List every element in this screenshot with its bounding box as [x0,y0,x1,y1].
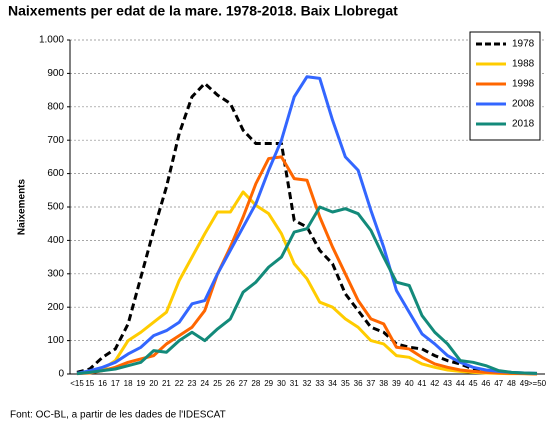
line [76,155,538,376]
legend-label: 1998 [512,79,535,90]
x-tick-label: 32 [303,379,312,388]
y-tick-label: 500 [47,202,64,213]
x-tick-label: 26 [226,379,235,388]
x-tick-label: 18 [124,379,133,388]
x-tick-label: 48 [507,379,516,388]
legend-label: 2018 [512,119,535,130]
x-tick-label: 31 [290,379,299,388]
chart-title: Naixements per edat de la mare. 1978-201… [8,3,398,19]
x-tick-label: 41 [418,379,427,388]
y-tick-label: 400 [47,235,64,246]
x-tick-label: 22 [175,379,184,388]
x-tick-label: 21 [162,379,171,388]
y-tick-label: 800 [47,101,64,112]
line [76,205,538,376]
x-tick-label: 40 [405,379,414,388]
x-tick-label: 43 [443,379,452,388]
y-tick-label: 1.000 [39,35,64,46]
x-tick-label: 23 [188,379,197,388]
x-tick-label: 33 [315,379,324,388]
y-tick-label: 200 [47,302,64,313]
x-tick-label: 29 [264,379,273,388]
x-tick-label: >=50 [528,379,547,388]
y-tick-label: 900 [47,68,64,79]
y-tick-label: 300 [47,268,64,279]
x-tick-label: 38 [379,379,388,388]
x-tick-label: 20 [149,379,158,388]
x-tick-label: 17 [111,379,120,388]
x-tick-label: 49 [520,379,529,388]
x-tick-label: 35 [341,379,350,388]
y-tick-label: 100 [47,335,64,346]
x-tick-label: 39 [392,379,401,388]
line [76,81,538,376]
x-tick-label: 27 [239,379,248,388]
x-tick-label: 47 [494,379,503,388]
x-tick-label: 46 [481,379,490,388]
y-axis-label: Naixements [17,178,28,235]
line [76,190,538,376]
x-tick-label: 36 [354,379,363,388]
x-tick-label: 24 [200,379,209,388]
y-tick-label: 700 [47,135,64,146]
legend-label: 1988 [512,59,535,70]
x-tick-label: 15 [85,379,94,388]
x-tick-label: 42 [430,379,439,388]
legend-box [469,31,541,141]
x-tick-label: 28 [251,379,260,388]
x-tick-label: 34 [328,379,337,388]
line [76,75,538,375]
x-tick-label: 19 [136,379,145,388]
y-tick-label: 0 [58,369,64,380]
x-tick-label: 37 [366,379,375,388]
legend-label: 1978 [512,39,535,50]
x-tick-label: 44 [456,379,465,388]
source: Font: OC-BL, a partir de les dades de l'… [10,410,226,421]
x-tick-label: 25 [213,379,222,388]
x-tick-label: <15 [70,379,84,388]
y-tick-label: 600 [47,168,64,179]
legend-label: 2008 [512,99,535,110]
x-tick-label: 45 [469,379,478,388]
x-tick-label: 30 [277,379,286,388]
x-tick-label: 16 [98,379,107,388]
